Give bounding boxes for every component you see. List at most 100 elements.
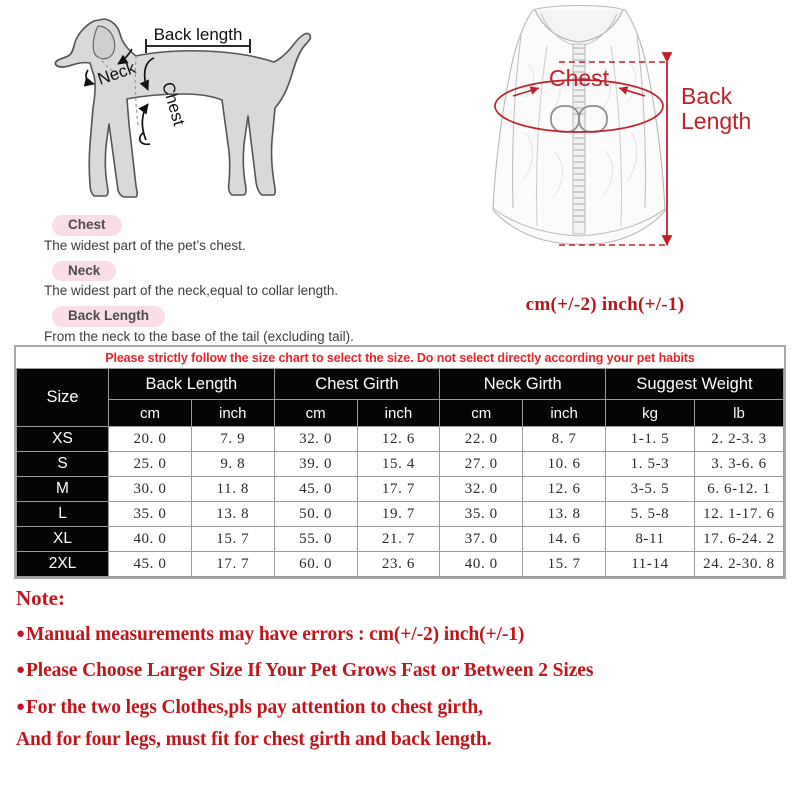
cell-backlength-inch: 15. 7 — [190, 526, 275, 552]
cell-backlength-inch: 9. 8 — [190, 451, 275, 477]
vest-back-length-label: Back — [681, 83, 733, 109]
cell-backlength-cm: 35. 0 — [108, 501, 192, 527]
tolerance-caption: cm(+/-2) inch(+/-1) — [525, 294, 685, 315]
header-chest-girth: Chest Girth — [273, 368, 441, 400]
size-chart-container: Please strictly follow the size chart to… — [14, 345, 786, 579]
header-unit-neck-inch: inch — [522, 399, 606, 427]
cell-weight-kg: 1. 5-3 — [605, 451, 695, 477]
cell-chest-cm: 32. 0 — [273, 426, 358, 452]
cell-chest-cm: 55. 0 — [273, 526, 358, 552]
bullet-icon: ● — [16, 626, 25, 642]
notes-section: Note: ●Manual measurements may have erro… — [16, 586, 786, 752]
illustration-area: Back length Neck Chest — [0, 0, 800, 335]
definition-text-back-length: From the neck to the base of the tail (e… — [44, 328, 354, 344]
note-item-text: For the two legs Clothes,pls pay attenti… — [25, 696, 483, 718]
cell-neck-inch: 15. 7 — [522, 551, 606, 577]
bullet-icon: ● — [16, 698, 25, 715]
cell-backlength-inch: 7. 9 — [190, 426, 275, 452]
cell-backlength-cm: 40. 0 — [108, 526, 192, 552]
measurement-definitions: Chest The widest part of the pet’s chest… — [44, 215, 444, 352]
cell-backlength-cm: 45. 0 — [108, 551, 192, 577]
cell-weight-lb: 17. 6-24. 2 — [693, 526, 785, 552]
table-notice-row: Please strictly follow the size chart to… — [16, 347, 784, 369]
row-size-label: S — [15, 451, 110, 477]
table-header-row-groups: Size Back Length Chest Girth Neck Girth … — [15, 368, 784, 427]
note-item-text: Please Choose Larger Size If Your Pet Gr… — [25, 660, 594, 682]
header-unit-chest-inch: inch — [356, 399, 441, 427]
vest-measurement-diagram: Chest Back Length — [492, 4, 751, 246]
definition-term-neck: Neck — [52, 260, 117, 282]
bullet-icon: ● — [16, 662, 25, 679]
row-size-label: XS — [15, 426, 110, 452]
header-neck-girth: Neck Girth — [439, 368, 606, 400]
cell-neck-cm: 37. 0 — [439, 526, 524, 552]
header-size: Size — [15, 368, 110, 427]
table-row: M 30. 0 11. 8 45. 0 17. 7 32. 0 12. 6 3-… — [15, 476, 785, 502]
table-row: 2XL 45. 0 17. 7 60. 0 23. 6 40. 0 15. 7 … — [15, 551, 785, 577]
cell-neck-cm: 27. 0 — [439, 451, 524, 477]
header-unit-backlength-inch: inch — [190, 399, 275, 427]
cell-backlength-inch: 17. 7 — [190, 551, 275, 577]
header-suggest-weight: Suggest Weight — [605, 368, 784, 400]
header-unit-weight-lb: lb — [693, 399, 785, 427]
cell-chest-cm: 50. 0 — [273, 501, 358, 527]
cell-backlength-cm: 25. 0 — [108, 451, 192, 477]
row-size-label: L — [15, 501, 110, 527]
cell-weight-kg: 3-5. 5 — [605, 476, 695, 502]
notes-title: Note: — [16, 586, 65, 610]
cell-chest-cm: 39. 0 — [273, 451, 358, 477]
cell-backlength-inch: 13. 8 — [190, 501, 275, 527]
vest-chest-label: Chest — [549, 65, 610, 91]
cell-chest-inch: 19. 7 — [356, 501, 441, 527]
row-size-label: M — [15, 476, 110, 502]
cell-neck-cm: 40. 0 — [439, 551, 524, 577]
note-item-text: Manual measurements may have errors : cm… — [25, 624, 525, 645]
cell-neck-inch: 10. 6 — [522, 451, 606, 477]
vest-back-length-label-2: Length — [681, 108, 751, 134]
row-size-label: XL — [15, 526, 110, 552]
note-item: ●Manual measurements may have errors : c… — [16, 624, 786, 646]
header-back-length: Back Length — [108, 368, 275, 400]
cell-chest-cm: 60. 0 — [273, 551, 358, 577]
cell-weight-lb: 12. 1-17. 6 — [693, 501, 785, 527]
row-size-label: 2XL — [15, 551, 110, 577]
definition-term-chest: Chest — [52, 215, 122, 236]
cell-neck-inch: 13. 8 — [522, 501, 606, 527]
cell-chest-inch: 21. 7 — [356, 526, 441, 552]
cell-backlength-cm: 20. 0 — [108, 426, 192, 452]
cell-chest-inch: 23. 6 — [356, 551, 441, 577]
cell-weight-kg: 1-1. 5 — [605, 426, 695, 452]
note-item: ●For the two legs Clothes,pls pay attent… — [16, 697, 786, 719]
table-row: XS 20. 0 7. 9 32. 0 12. 6 22. 0 8. 7 1-1… — [15, 426, 785, 452]
cell-neck-inch: 8. 7 — [522, 426, 606, 452]
cell-weight-kg: 8-11 — [605, 526, 695, 552]
cell-backlength-cm: 30. 0 — [108, 476, 192, 502]
cell-weight-kg: 5. 5-8 — [605, 501, 695, 527]
cell-weight-lb: 6. 6-12. 1 — [693, 476, 785, 502]
dog-measurement-diagram: Back length Neck Chest — [54, 18, 312, 198]
cell-neck-inch: 12. 6 — [522, 476, 606, 502]
cell-chest-inch: 15. 4 — [356, 451, 441, 477]
cell-weight-lb: 3. 3-6. 6 — [693, 451, 785, 477]
size-chart-table: Please strictly follow the size chart to… — [15, 347, 785, 577]
cell-neck-cm: 22. 0 — [439, 426, 524, 452]
definition-text-chest: The widest part of the pet’s chest. — [44, 237, 246, 253]
cell-neck-cm: 35. 0 — [439, 501, 524, 527]
cell-weight-lb: 24. 2-30. 8 — [693, 551, 785, 577]
definition-neck: Neck The widest part of the neck,equal t… — [44, 260, 444, 300]
header-unit-weight-kg: kg — [605, 399, 695, 427]
header-unit-backlength-cm: cm — [108, 399, 192, 427]
table-row: L 35. 0 13. 8 50. 0 19. 7 35. 0 13. 8 5.… — [15, 501, 785, 527]
table-notice: Please strictly follow the size chart to… — [16, 347, 784, 369]
dog-back-length-label: Back length — [154, 25, 243, 44]
definition-chest: Chest The widest part of the pet’s chest… — [44, 215, 444, 254]
definition-back-length: Back Length From the neck to the base of… — [44, 306, 444, 345]
cell-chest-inch: 17. 7 — [356, 476, 441, 502]
table-row: S 25. 0 9. 8 39. 0 15. 4 27. 0 10. 6 1. … — [15, 451, 785, 477]
header-unit-neck-cm: cm — [439, 399, 524, 427]
cell-neck-cm: 32. 0 — [439, 476, 524, 502]
definition-text-neck: The widest part of the neck,equal to col… — [44, 283, 339, 299]
cell-chest-cm: 45. 0 — [273, 476, 358, 502]
note-item: ●Please Choose Larger Size If Your Pet G… — [16, 660, 786, 682]
definition-term-back-length: Back Length — [52, 306, 166, 327]
